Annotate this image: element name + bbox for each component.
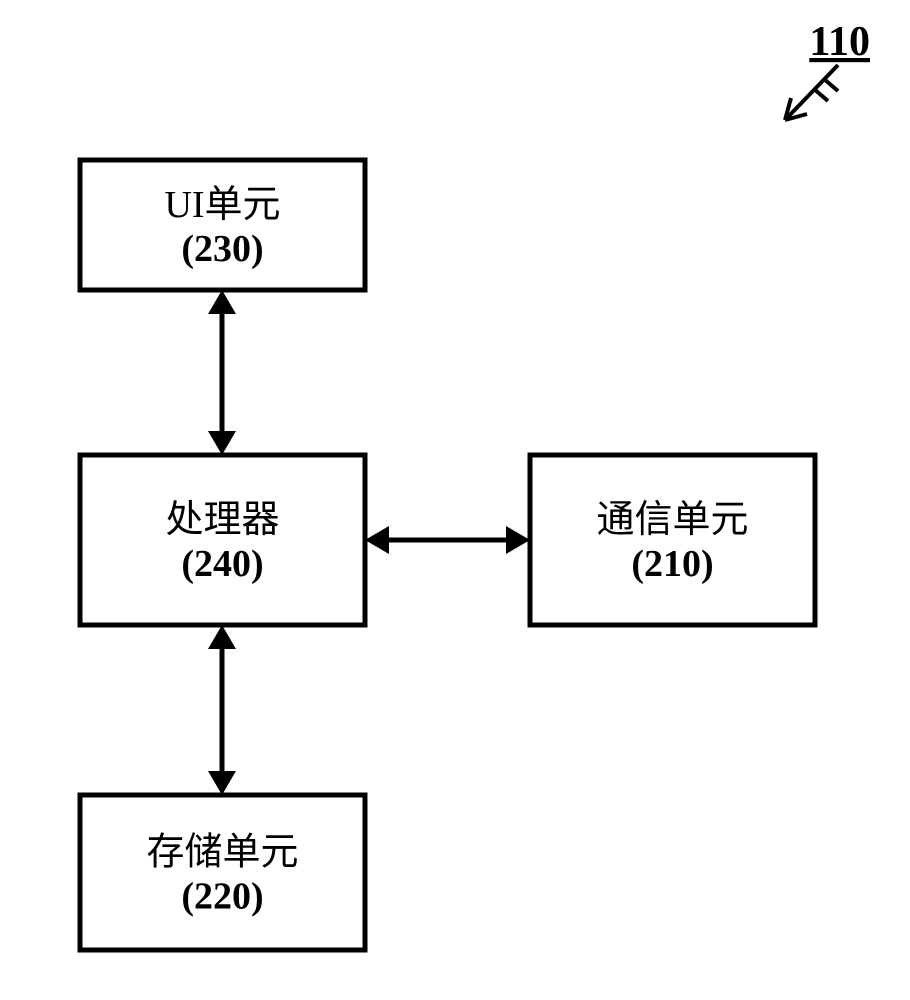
block-diagram: 110 UI单元(230) 处理器(240) 通信单元(210) 存储单元(220) <box>0 0 910 1000</box>
block-comm-label: 通信单元 <box>596 499 748 541</box>
figure-number: 110 <box>809 19 870 65</box>
block-ui-number: (230) <box>181 228 263 270</box>
block-storage-number: (220) <box>181 876 263 918</box>
block-proc-label: 处理器 <box>165 499 279 541</box>
block-storage-label: 存储单元 <box>146 832 298 874</box>
block-comm-number: (210) <box>631 543 713 585</box>
block-ui-label: UI单元 <box>164 184 280 226</box>
block-proc-number: (240) <box>181 543 263 585</box>
